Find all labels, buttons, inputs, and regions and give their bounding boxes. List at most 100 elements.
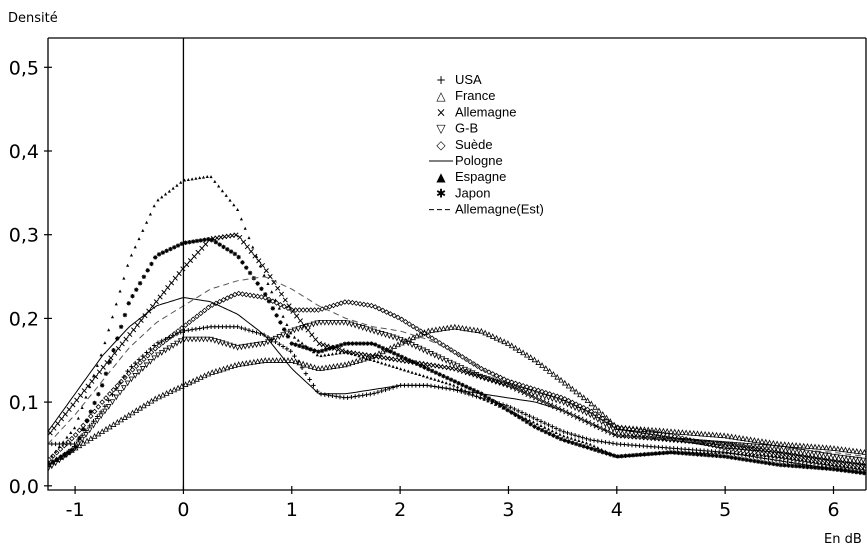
data-point-g-b xyxy=(314,320,321,327)
data-point-france xyxy=(850,447,856,454)
data-point-france xyxy=(762,438,769,445)
data-point-france xyxy=(474,327,481,333)
data-point-allemagne xyxy=(233,232,239,238)
data-point-france xyxy=(603,414,610,421)
data-point-japon xyxy=(828,466,833,472)
data-point-japon xyxy=(646,451,651,457)
data-point-japon xyxy=(255,281,260,286)
data-point-espagne xyxy=(383,362,388,366)
data-point-usa xyxy=(785,459,790,465)
data-point-japon xyxy=(92,400,97,406)
series-layer xyxy=(48,175,866,476)
data-point-allemagne xyxy=(66,406,72,413)
legend-symbol-france: △ xyxy=(436,89,446,103)
data-point-usa xyxy=(227,324,233,329)
data-point-japon xyxy=(721,454,727,459)
data-point-g-b xyxy=(212,338,218,344)
data-point-france xyxy=(379,348,386,355)
data-point-espagne xyxy=(554,430,558,434)
data-point-france xyxy=(353,358,360,364)
data-point-su-de xyxy=(304,307,310,313)
data-point-allemagne xyxy=(172,275,178,281)
data-point-france xyxy=(853,448,860,454)
data-point-france xyxy=(816,443,822,450)
data-point-japon xyxy=(111,348,116,353)
data-point-g-b xyxy=(625,430,632,437)
data-point-allemagne xyxy=(309,332,315,338)
data-point-espagne xyxy=(327,352,331,356)
data-point-su-de xyxy=(239,291,246,297)
data-point-japon xyxy=(627,453,632,458)
data-point-france xyxy=(235,361,242,367)
data-point-su-de xyxy=(380,307,386,314)
data-point-su-de xyxy=(596,413,602,419)
data-point-su-de xyxy=(649,429,655,436)
data-point-su-de xyxy=(402,318,409,325)
data-point-espagne xyxy=(198,176,202,180)
data-point-espagne xyxy=(160,195,164,199)
data-point-japon xyxy=(319,348,325,354)
data-point-france xyxy=(182,381,189,387)
data-point-japon xyxy=(460,382,465,388)
legend-item-allemagne: × Allemagne xyxy=(436,104,516,119)
data-point-espagne xyxy=(785,456,790,460)
data-point-japon xyxy=(289,341,294,346)
data-point-allemagne xyxy=(297,318,303,324)
data-point-france xyxy=(656,427,663,434)
plot-frame xyxy=(47,37,866,491)
data-point-japon xyxy=(710,453,715,458)
data-point-su-de xyxy=(372,304,378,310)
data-point-espagne xyxy=(463,388,467,392)
data-point-france xyxy=(467,326,473,332)
data-point-espagne xyxy=(414,371,418,375)
data-point-g-b xyxy=(359,325,366,331)
data-point-usa xyxy=(641,443,646,449)
data-point-japon xyxy=(130,293,135,299)
data-point-g-b xyxy=(189,336,195,343)
data-point-usa xyxy=(576,434,582,439)
data-point-g-b xyxy=(856,457,863,463)
data-point-g-b xyxy=(750,443,757,450)
data-point-su-de xyxy=(599,415,606,422)
data-point-espagne xyxy=(793,457,797,461)
data-point-su-de xyxy=(156,342,162,349)
data-point-su-de xyxy=(144,352,151,359)
data-point-france xyxy=(209,369,215,375)
data-point-japon xyxy=(441,373,446,379)
data-point-g-b xyxy=(371,328,377,335)
x-tick-label: 2 xyxy=(394,499,406,521)
data-point-france xyxy=(505,340,511,346)
data-point-su-de xyxy=(285,305,291,312)
legend-symbol-espagne: ▲ xyxy=(436,170,446,184)
data-point-japon xyxy=(300,344,306,350)
data-point-france xyxy=(690,430,697,436)
data-point-usa xyxy=(345,395,350,400)
data-point-espagne xyxy=(751,452,755,456)
data-point-allemagne xyxy=(199,245,205,251)
data-point-japon xyxy=(729,455,734,460)
data-point-espagne xyxy=(755,453,759,457)
legend-item-su-de: ◇ Suède xyxy=(436,137,492,152)
data-point-espagne xyxy=(425,375,429,379)
data-point-japon xyxy=(107,359,112,365)
data-point-su-de xyxy=(660,431,667,438)
data-point-japon xyxy=(232,251,238,257)
data-point-espagne xyxy=(361,355,365,359)
data-point-g-b xyxy=(439,356,446,363)
data-point-su-de xyxy=(527,385,534,391)
data-point-japon xyxy=(740,457,746,462)
data-point-japon xyxy=(183,240,188,245)
legend-label-france: France xyxy=(455,88,495,103)
data-point-espagne xyxy=(838,464,843,468)
data-point-japon xyxy=(62,452,67,458)
data-point-france xyxy=(747,436,754,443)
data-point-g-b xyxy=(102,408,108,415)
data-point-allemagne xyxy=(93,374,99,380)
data-point-g-b xyxy=(822,452,829,459)
data-point-su-de xyxy=(395,314,401,321)
data-point-france xyxy=(323,364,329,371)
data-point-france xyxy=(266,357,272,363)
data-point-su-de xyxy=(562,396,568,402)
data-point-france xyxy=(857,448,864,455)
data-point-japon xyxy=(373,342,378,347)
